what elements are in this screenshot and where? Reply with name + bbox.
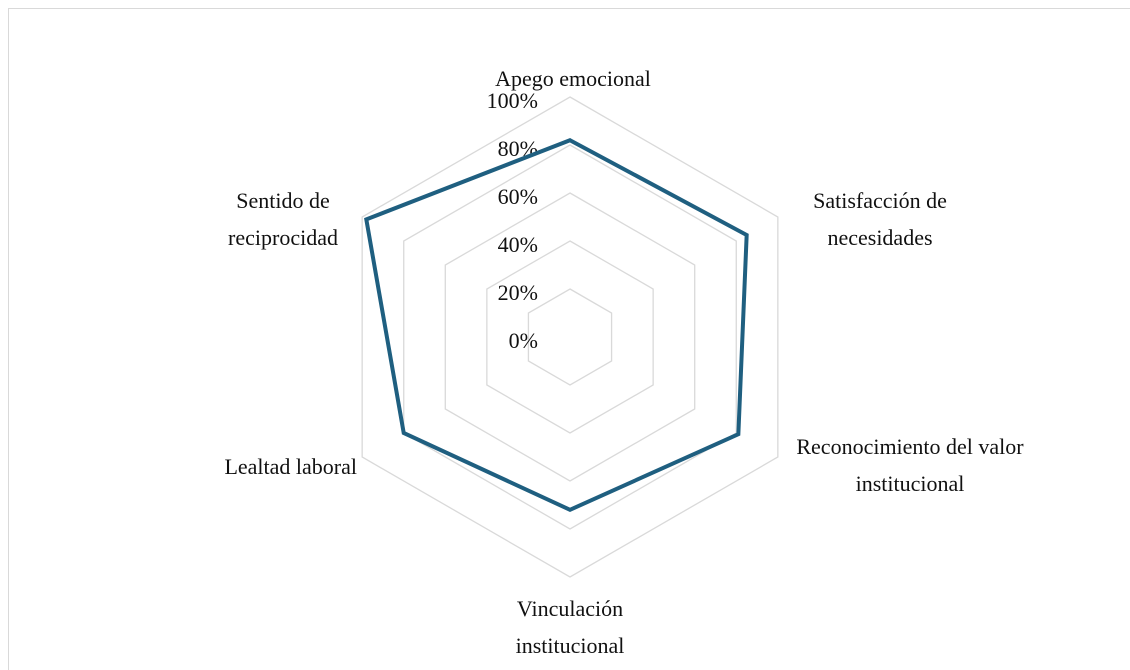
grid-ring — [486, 240, 654, 434]
r-tick-label: 20% — [498, 280, 538, 305]
r-tick-label: 40% — [498, 232, 538, 257]
grid-ring — [361, 96, 779, 578]
axis-label: Apego emocional — [495, 66, 651, 91]
chart-frame — [8, 8, 1130, 670]
axis-label: Reconocimiento del valor institucional — [796, 434, 1024, 496]
r-tick-label: 0% — [509, 328, 538, 353]
axis-label: Vinculación institucional — [515, 596, 625, 658]
axis-label: Lealtad laboral — [224, 454, 357, 479]
axis-label: Sentido de reciprocidad — [228, 188, 338, 250]
axis-label: Satisfacción de necesidades — [813, 188, 947, 250]
r-tick-label: 80% — [498, 136, 538, 161]
series-line — [364, 138, 749, 512]
r-tick-label: 60% — [498, 184, 538, 209]
grid-ring — [444, 192, 696, 482]
grid-ring — [403, 144, 737, 530]
grid-ring — [527, 288, 613, 386]
r-tick-label: 100% — [487, 88, 538, 113]
